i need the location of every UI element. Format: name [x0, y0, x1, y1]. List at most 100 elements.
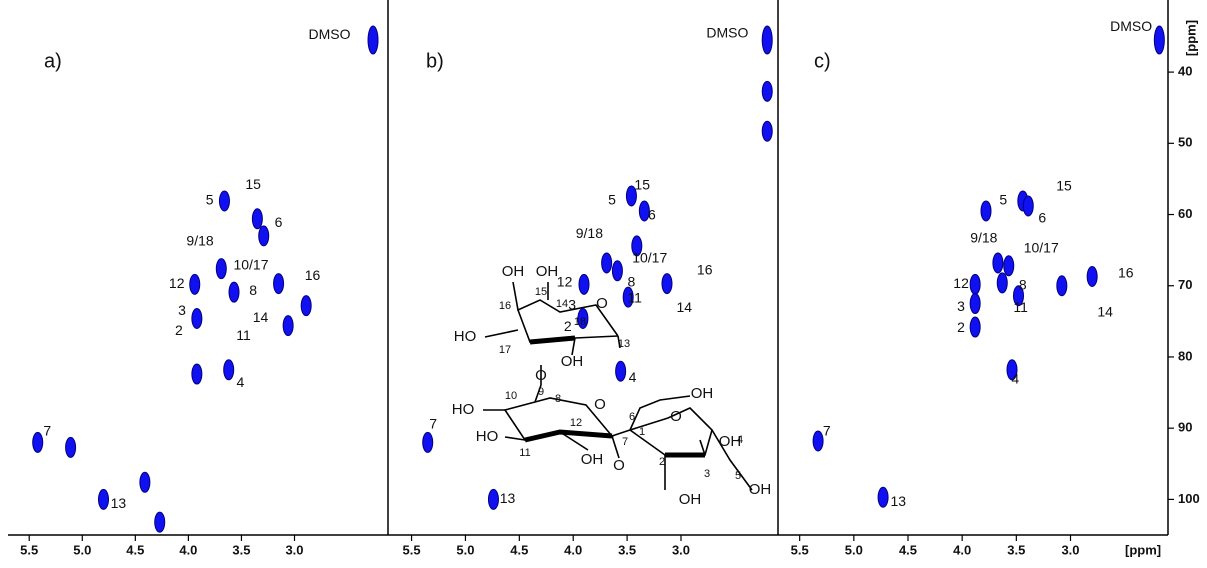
structure-label: 3	[704, 468, 710, 480]
structure-label: O	[613, 457, 625, 474]
structure-label: 11	[519, 447, 530, 459]
peak-label: 10/17	[1024, 239, 1059, 255]
x-tick-label: 3.0	[285, 542, 303, 557]
peak	[631, 235, 643, 257]
x-tick-label: 3.0	[672, 542, 690, 557]
peak-label: 8	[249, 282, 257, 298]
peak-label: DMSO	[1110, 18, 1152, 34]
x-tick-label: 4.5	[899, 542, 917, 557]
peak-label: 10/17	[233, 257, 268, 273]
peak-label: 4	[1011, 370, 1019, 386]
peak	[191, 308, 203, 330]
peak	[969, 316, 981, 338]
peak	[422, 431, 434, 453]
peak	[300, 295, 312, 317]
peak-label: 15	[245, 176, 261, 192]
peak-label: DMSO	[706, 24, 748, 40]
structure-label: 4	[737, 434, 743, 446]
peak-label: 14	[676, 299, 692, 315]
x-tick-label: 5.0	[73, 542, 91, 557]
peak-label: 3	[178, 302, 186, 318]
peak-label: 15	[634, 177, 650, 193]
structure-label: 16	[499, 300, 511, 312]
peak-label: 16	[305, 267, 321, 283]
peak	[601, 252, 613, 274]
peak-label: 2	[564, 318, 572, 334]
peak-label: 5	[999, 192, 1007, 208]
x-tick-label: 4.5	[510, 542, 528, 557]
peak	[189, 273, 201, 295]
peak	[992, 252, 1004, 274]
peak	[65, 436, 77, 458]
peak	[282, 315, 294, 337]
peak	[969, 293, 981, 315]
peak	[1013, 285, 1024, 307]
peak-label: 15	[1056, 177, 1072, 193]
peak	[228, 281, 240, 303]
peak	[577, 308, 589, 330]
peak-label: 6	[275, 214, 283, 230]
x-tick-label: 4.0	[179, 542, 197, 557]
x-tick-label: 5.5	[403, 542, 421, 557]
peak	[996, 272, 1008, 294]
structure-label: 14	[556, 298, 568, 310]
peak	[1056, 275, 1068, 297]
peak	[1022, 195, 1034, 217]
peak-label: 8	[628, 274, 636, 290]
peak	[1006, 359, 1018, 381]
peak-label: 11	[627, 289, 642, 305]
y-tick-label: 90	[1178, 420, 1192, 435]
structure-label: O	[596, 295, 608, 312]
peak	[877, 486, 889, 508]
peak	[969, 273, 981, 295]
peak	[638, 200, 650, 222]
structure-label: OH	[749, 481, 772, 498]
structure-label: HO	[476, 428, 499, 445]
structure-label: 5	[735, 470, 741, 482]
peak-label: 9/18	[186, 232, 213, 248]
peak-label: 4	[629, 369, 637, 385]
peak	[980, 200, 992, 222]
peak-label: DMSO	[309, 26, 351, 42]
peak	[367, 25, 379, 55]
peak	[761, 25, 773, 55]
structure-label: HO	[454, 328, 477, 345]
peak-label: 9/18	[970, 229, 997, 245]
peak	[812, 430, 824, 452]
structure-label: 17	[499, 344, 511, 356]
peak-label: 2	[957, 319, 965, 335]
structure-label: OH	[561, 353, 584, 370]
y-tick-label: 70	[1178, 277, 1192, 292]
structure-label: 12	[570, 417, 582, 429]
peak-label: 12	[169, 275, 185, 291]
peak	[611, 260, 623, 282]
structure-label: 13	[618, 338, 630, 350]
peak	[215, 258, 227, 280]
peak	[578, 273, 590, 295]
structure-label: OH	[691, 385, 714, 402]
x-tick-label: 3.5	[232, 542, 250, 557]
peak	[273, 273, 285, 295]
x-tick-label: 3.5	[618, 542, 636, 557]
peak	[622, 286, 634, 308]
peak	[223, 359, 235, 381]
peak-label: 3	[957, 298, 965, 314]
peak-label: 3	[568, 296, 576, 312]
structure-label: 8	[555, 393, 561, 405]
peak	[154, 511, 166, 533]
peak-label: 6	[648, 207, 656, 223]
peak-label: 11	[1013, 299, 1028, 315]
peak	[615, 360, 627, 382]
peak-label: 10/17	[632, 249, 667, 265]
peak-label: 7	[43, 422, 51, 438]
structure-label: OH	[719, 433, 742, 450]
peak-label: 5	[608, 192, 616, 208]
structure-label: 1	[639, 426, 645, 438]
x-tick-label: 5.5	[791, 542, 809, 557]
peak-label: 7	[429, 415, 437, 431]
y-tick-label: 80	[1178, 348, 1192, 363]
peak-label: 16	[697, 261, 713, 277]
structure-label: O	[535, 367, 547, 384]
structure-label: OH	[679, 491, 702, 508]
